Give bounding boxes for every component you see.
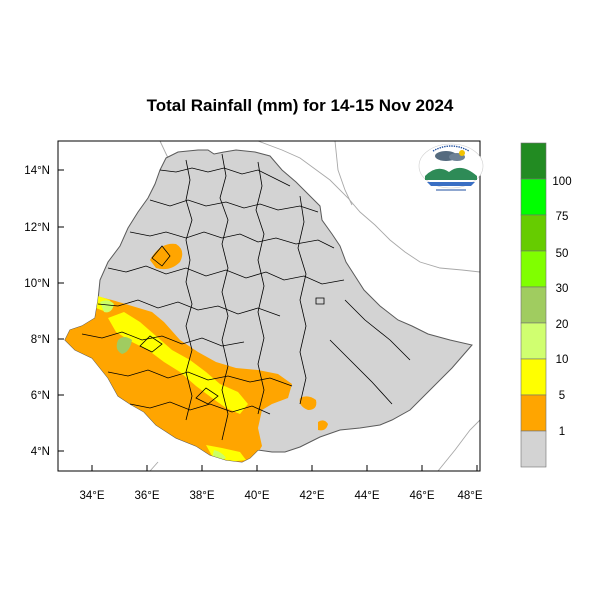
lon-tick-label: 42°E <box>299 490 324 502</box>
legend-color-box <box>520 358 547 396</box>
legend-color-box <box>520 322 547 360</box>
longitude-axis: 34°E 36°E 38°E 40°E 42°E 44°E 46°E 48°E <box>79 465 483 502</box>
legend-label: 100 <box>552 176 571 188</box>
legend-label: 75 <box>556 211 569 223</box>
legend-label: 50 <box>556 248 569 260</box>
legend-label: 5 <box>559 390 565 402</box>
lon-tick-label: 34°E <box>79 490 104 502</box>
legend-color-box <box>520 286 547 324</box>
rainfall-5-10mm-area <box>108 312 248 414</box>
ethiopian-meteorology-institute-logo-icon <box>418 143 484 191</box>
lon-tick-label: 44°E <box>354 490 379 502</box>
legend-label: 20 <box>556 319 569 331</box>
latitude-axis: 14°N 12°N 10°N 8°N 6°N 4°N <box>24 165 64 458</box>
lon-tick-label: 48°E <box>457 490 482 502</box>
lat-tick-label: 12°N <box>24 222 50 234</box>
legend-label: 10 <box>556 354 569 366</box>
legend-label: 1 <box>559 426 565 438</box>
lon-tick-label: 40°E <box>244 490 269 502</box>
lat-tick-label: 6°N <box>31 390 50 402</box>
legend-color-box <box>520 142 547 180</box>
map-title: Total Rainfall (mm) for 14-15 Nov 2024 <box>146 96 454 115</box>
legend-color-box <box>520 214 547 252</box>
legend-color-box <box>520 250 547 288</box>
lat-tick-label: 8°N <box>31 334 50 346</box>
neighbor-borders <box>149 140 481 472</box>
legend-color-bar <box>520 142 547 468</box>
admin-boundaries <box>81 153 411 441</box>
legend-color-box <box>520 430 547 468</box>
legend-color-box <box>520 178 547 216</box>
lon-tick-label: 38°E <box>189 490 214 502</box>
map-frame <box>57 140 481 472</box>
rainfall-5-10mm-south <box>206 445 246 462</box>
lon-tick-label: 36°E <box>134 490 159 502</box>
rainfall-10-20mm-west <box>100 300 114 313</box>
lon-tick-label: 46°E <box>409 490 434 502</box>
lat-tick-label: 14°N <box>24 165 50 177</box>
lat-tick-label: 10°N <box>24 278 50 290</box>
rainfall-1-5mm-patch-east <box>299 396 317 410</box>
legend-color-box <box>520 394 547 432</box>
rainfall-1-5mm-area <box>65 296 292 462</box>
rainfall-1-5mm-patch-southeast <box>318 420 328 431</box>
legend-labels: 100 75 50 30 20 10 5 1 <box>552 176 571 438</box>
legend-label: 30 <box>556 283 569 295</box>
rainfall-20-30mm-patch <box>116 337 132 354</box>
lat-tick-label: 4°N <box>31 446 50 458</box>
